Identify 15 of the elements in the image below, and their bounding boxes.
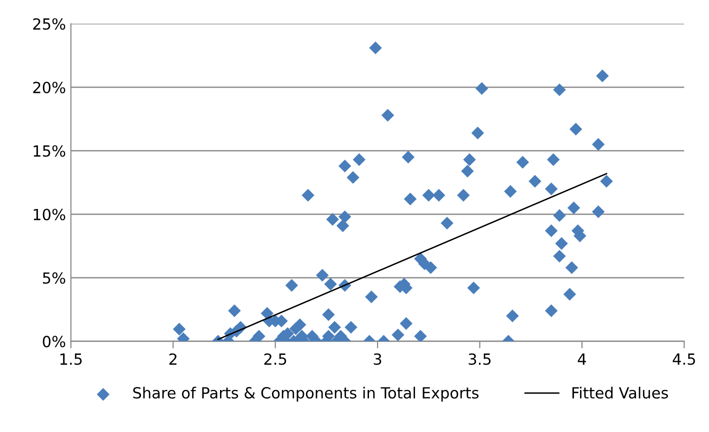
x-tick-label: 4 — [578, 354, 586, 365]
y-tick-label: 15% — [34, 145, 66, 157]
x-tick-label: 3 — [374, 353, 382, 365]
y-tick-label: 10% — [34, 208, 66, 220]
legend-label: Share of Parts & Components in Total Exports — [133, 386, 479, 402]
x-tick-label: 1.5 — [60, 354, 82, 365]
x-tick-label: 4.5 — [672, 354, 695, 365]
legend-label: Fitted Values — [572, 386, 668, 399]
y-tick-label: 20% — [33, 82, 66, 94]
x-tick-label: 2 — [169, 353, 176, 365]
x-tick-label: 3.5 — [468, 353, 491, 365]
y-tick-label: 0% — [42, 336, 66, 348]
y-tick-label: 25% — [33, 18, 66, 30]
y-tick-label: 5% — [42, 272, 66, 284]
x-tick-label: 2.5 — [264, 353, 286, 365]
